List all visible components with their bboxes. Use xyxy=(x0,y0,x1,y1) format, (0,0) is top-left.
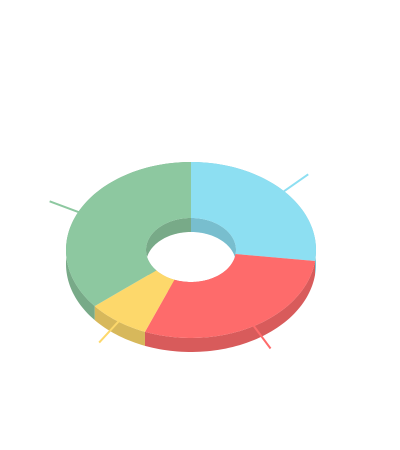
slice-top xyxy=(144,254,316,338)
slice-inner-wall xyxy=(146,218,191,285)
slice-outer-wall xyxy=(144,261,316,352)
tops xyxy=(66,162,316,338)
slice-inner-wall xyxy=(191,218,236,269)
slice-outer-wall xyxy=(94,306,145,346)
slice-top xyxy=(94,270,175,332)
slice-top xyxy=(191,162,316,262)
slice-top xyxy=(66,162,191,307)
